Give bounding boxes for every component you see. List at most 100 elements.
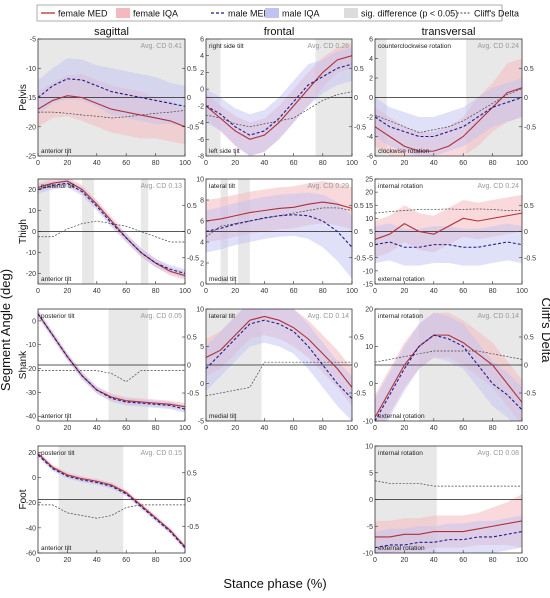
cd-tick-label: -0.5 xyxy=(354,391,366,398)
female-med-line xyxy=(206,55,352,140)
x-tick-label: 20 xyxy=(64,557,72,564)
female-med-line xyxy=(206,315,352,388)
y-tick-label: 2 xyxy=(200,70,204,77)
direction-note-bottom: anterior tilt xyxy=(41,413,72,420)
x-tick-label: 80 xyxy=(319,288,327,295)
y-tick-label: 0 xyxy=(200,282,204,289)
y-tick-label: 10 xyxy=(365,444,373,451)
male-med-line xyxy=(206,319,352,399)
x-tick-label: 40 xyxy=(261,160,269,167)
avg-cd-label: Avg. CD 0.29 xyxy=(307,183,349,190)
male-iqa-band xyxy=(206,47,352,156)
male-med-line xyxy=(38,78,185,107)
x-tick-label: 0 xyxy=(36,288,40,295)
column-headers: sagittal frontal transversal xyxy=(94,26,475,38)
cd-tick-label: 0 xyxy=(354,229,358,236)
y-tick-label: 6 xyxy=(369,37,373,44)
row-label-shank: Shank xyxy=(18,350,29,379)
male-iqa-band xyxy=(38,179,185,278)
x-tick-label: 20 xyxy=(64,425,72,432)
panel-thigh-transversal: 0 20 40 60 80 100 -15 -10 -5 0 5 10 15 20 25 -0.5 0 0.5 Av… xyxy=(363,177,536,296)
x-tick-label: 80 xyxy=(152,557,160,564)
direction-note-top: internal rotation xyxy=(378,183,423,190)
y-tick-label: 6 xyxy=(200,219,204,226)
avg-cd-label: Avg. CD 0.26 xyxy=(307,43,349,50)
y-tick-label: 20 xyxy=(28,450,36,457)
column-header-transversal: transversal xyxy=(422,26,476,38)
y-tick-label: 6 xyxy=(200,37,204,44)
x-axis-label: Stance phase (%) xyxy=(223,576,326,591)
female-med-line xyxy=(375,334,522,418)
x-tick-label: 60 xyxy=(459,288,467,295)
y-tick-label: -25 xyxy=(26,154,36,161)
legend-label: sig. difference (p < 0.05) xyxy=(361,9,458,19)
y-tick-label: 0 xyxy=(32,475,36,482)
direction-note-top: internal rotation xyxy=(378,450,423,457)
cliffs-delta-line xyxy=(206,91,352,128)
direction-note-bottom: anterior tilt xyxy=(41,276,72,283)
cd-tick-label: 0 xyxy=(354,363,358,370)
cd-tick-label: 0.5 xyxy=(524,335,534,342)
x-tick-label: 0 xyxy=(204,425,208,432)
row-label-foot: Foot xyxy=(18,489,29,509)
x-tick-label: 40 xyxy=(430,288,438,295)
x-tick-label: 40 xyxy=(430,557,438,564)
male-med-line xyxy=(375,96,522,138)
female-med-line xyxy=(38,453,185,548)
cd-tick-label: 0 xyxy=(354,95,358,102)
y-tick-label: -30 xyxy=(26,390,36,397)
panel-thigh-sagittal: 0 20 40 60 80 100 -20 -10 0 10 20 -0.5 0 0.5 Avg. CD 0… xyxy=(26,178,199,295)
y-tick-label: -20 xyxy=(26,271,36,278)
direction-note-bottom: clockwise rotation xyxy=(378,148,430,155)
y-tick-label: -40 xyxy=(26,414,36,421)
x-tick-label: 0 xyxy=(373,160,377,167)
y-tick-label: 20 xyxy=(28,187,36,194)
avg-cd-label: Avg. CD 0.24 xyxy=(477,183,519,190)
y-tick-label: 0 xyxy=(200,87,204,94)
y-tick-label: -10 xyxy=(26,66,36,73)
cd-tick-label: 0 xyxy=(187,363,191,370)
legend-item-female-med: female MED xyxy=(41,9,108,19)
x-tick-label: 100 xyxy=(516,160,528,167)
y-tick-label: -10 xyxy=(363,551,373,558)
direction-note-top: counterclockwise rotation xyxy=(378,43,451,50)
y-tick-label: 0 xyxy=(369,381,373,388)
x-tick-label: 20 xyxy=(64,160,72,167)
x-tick-label: 60 xyxy=(290,160,298,167)
row-label-thigh: Thigh xyxy=(18,219,29,244)
cliffs-delta-line xyxy=(375,480,522,487)
x-tick-label: 20 xyxy=(64,288,72,295)
column-header-frontal: frontal xyxy=(264,26,295,38)
x-tick-label: 100 xyxy=(346,425,358,432)
y-tick-label: -6 xyxy=(367,154,373,161)
x-tick-label: 100 xyxy=(346,160,358,167)
male-med-line xyxy=(206,214,352,248)
legend: female MED female IQA male MED male IQA sig.… xyxy=(36,4,519,22)
female-med-line xyxy=(38,180,185,277)
x-tick-label: 40 xyxy=(93,425,101,432)
x-tick-label: 60 xyxy=(459,425,467,432)
x-tick-label: 0 xyxy=(373,557,377,564)
cd-tick-label: 0 xyxy=(187,497,191,504)
y-tick-label: 0 xyxy=(32,229,36,236)
y-tick-label: -4 xyxy=(367,134,373,141)
x-tick-label: 80 xyxy=(489,425,497,432)
y-tick-label: 10 xyxy=(365,344,373,351)
cd-tick-label: 0.5 xyxy=(187,335,197,342)
cd-tick-label: 0.5 xyxy=(187,470,197,477)
legend-item-sig: sig. difference (p < 0.05) xyxy=(344,8,458,19)
cliffs-delta-label: Cliff's Delta xyxy=(539,297,550,363)
x-tick-label: 40 xyxy=(430,160,438,167)
direction-note-top: lateral tilt xyxy=(209,183,235,190)
x-tick-label: 0 xyxy=(373,425,377,432)
y-tick-label: 0 xyxy=(369,242,373,249)
male-med-line xyxy=(38,454,185,549)
x-tick-label: 80 xyxy=(152,160,160,167)
y-tick-label: 5 xyxy=(369,229,373,236)
direction-note-bottom: left side tilt xyxy=(209,148,240,155)
y-tick-label: -2 xyxy=(198,103,204,110)
x-tick-label: 100 xyxy=(346,288,358,295)
legend-label: Cliff's Delta xyxy=(474,9,519,19)
x-tick-label: 60 xyxy=(122,557,130,564)
